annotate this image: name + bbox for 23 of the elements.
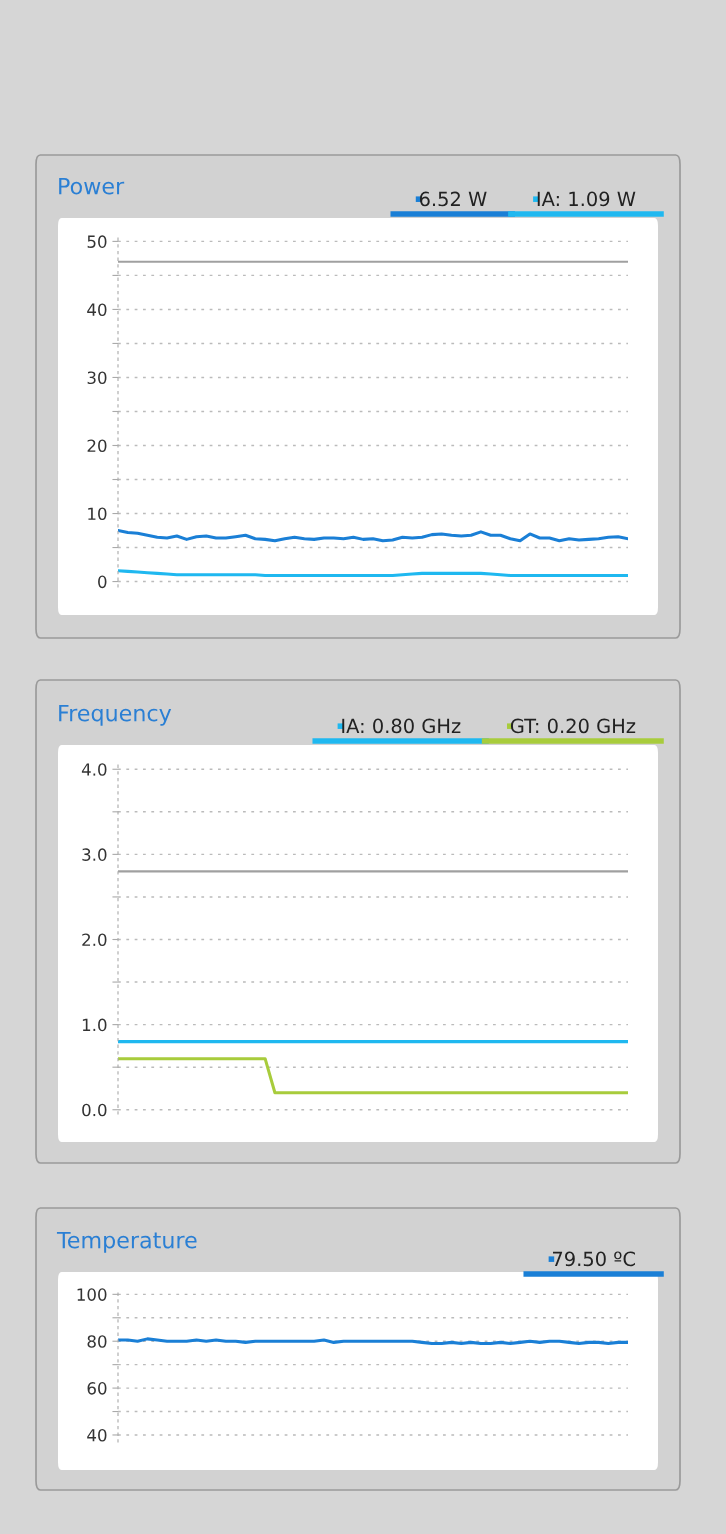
- y-tick-label: 0: [98, 575, 107, 589]
- chart-title: Temperature: [56, 1231, 197, 1253]
- y-tick-label: 40: [87, 303, 107, 316]
- y-tick-label: 20: [87, 439, 107, 453]
- y-tick-label: 2.0: [82, 933, 107, 947]
- y-tick-label: 50: [87, 235, 107, 248]
- y-tick-label: 3.0: [82, 848, 107, 861]
- y-tick-label: 30: [87, 371, 107, 385]
- legend-label: GT: 0.20 GHz: [510, 718, 636, 734]
- y-tick-label: 4.0: [81, 763, 107, 776]
- chart-title: Frequency: [59, 704, 172, 726]
- y-tick-label: 40: [87, 1428, 107, 1442]
- y-tick-label: 1.0: [82, 1018, 107, 1032]
- y-tick-label: 60: [87, 1382, 107, 1395]
- y-tick-label: 100: [77, 1288, 107, 1301]
- chart-title: Power: [59, 177, 125, 195]
- y-tick-label: 80: [87, 1335, 107, 1348]
- legend-label: 79.50 ºC: [553, 1251, 635, 1267]
- legend-label: IA: 1.09 W: [537, 191, 636, 207]
- legend-label: 6.52 W: [419, 191, 487, 207]
- legend-label: IA: 0.80 GHz: [342, 718, 461, 734]
- y-tick-label: 0.0: [82, 1103, 107, 1117]
- y-tick-label: 10: [88, 507, 107, 521]
